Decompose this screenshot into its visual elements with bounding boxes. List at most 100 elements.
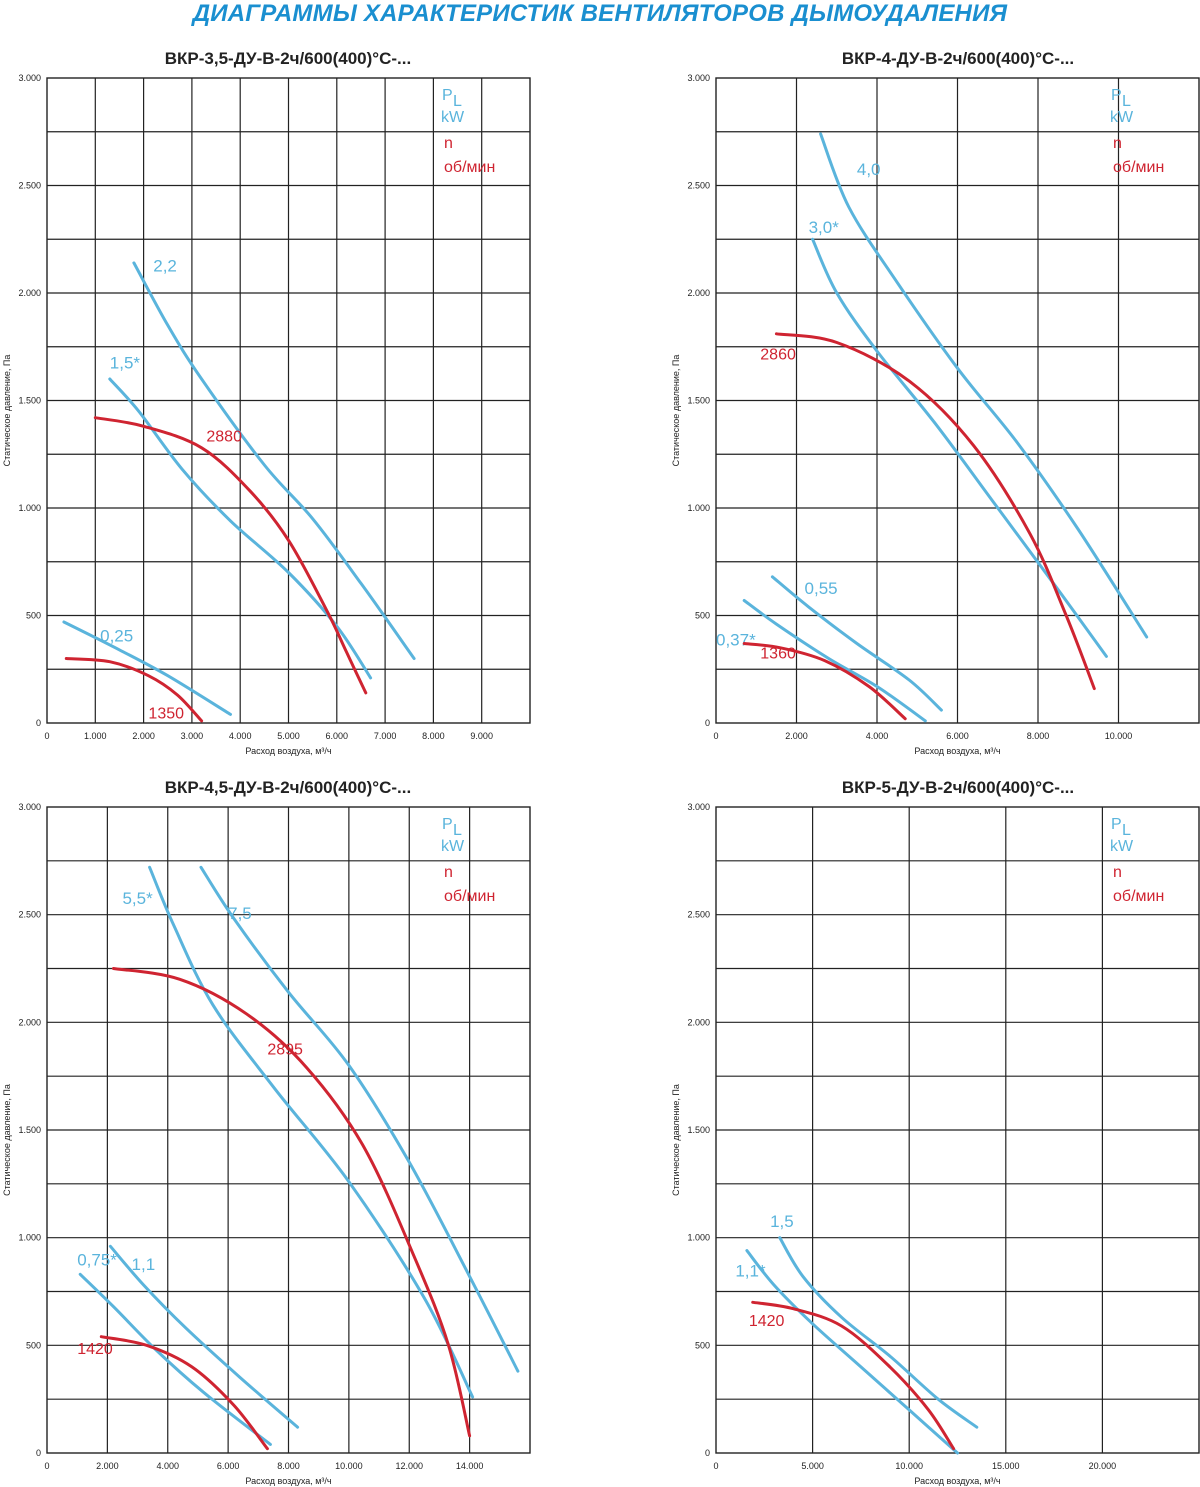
x-axis-label: Расход воздуха, м³/ч	[245, 1476, 332, 1486]
x-axis-label: Расход воздуха, м³/ч	[914, 746, 1001, 756]
x-tick-label: 10.000	[1105, 731, 1133, 741]
power-label-1,5*: 1,5*	[110, 353, 141, 372]
y-tick-label: 1.000	[18, 503, 41, 513]
legend-speed-unit: об/мин	[1113, 888, 1164, 905]
y-tick-label: 2.000	[18, 288, 41, 298]
legend: P LkW n об/мин	[1110, 87, 1164, 176]
chart-title: ВКР-5-ДУ-В-2ч/600(400)°С-...	[842, 778, 1074, 797]
y-tick-label: 3.000	[18, 73, 41, 83]
power-label-3,0*: 3,0*	[809, 218, 840, 237]
legend-power-symbol: P	[1111, 816, 1122, 833]
grid	[47, 78, 530, 723]
y-tick-label: 1.500	[18, 396, 41, 406]
power-curve-1,5*	[108, 377, 373, 680]
y-tick-label: 1.500	[18, 1125, 41, 1135]
chart-3: ВКР-4,5-ДУ-В-2ч/600(400)°С-... 0 2.000 4.00…	[2, 778, 531, 1486]
x-tick-label: 2.000	[96, 1461, 119, 1471]
y-tick-label: 0	[705, 718, 710, 728]
speed-curve-1420	[751, 1300, 956, 1451]
grid	[716, 807, 1199, 1453]
power-curve-0,55	[770, 575, 943, 712]
legend-speed-unit: об/мин	[444, 159, 495, 176]
y-tick-label: 1.500	[687, 396, 710, 406]
x-axis-label: Расход воздуха, м³/ч	[245, 746, 332, 756]
legend-power-subscript: L	[1122, 822, 1131, 839]
y-tick-label: 1.500	[687, 1125, 710, 1135]
y-tick-label: 2.000	[18, 1017, 41, 1027]
page-title: ДИАГРАММЫ ХАРАКТЕРИСТИК ВЕНТИЛЯТОРОВ ДЫМ…	[192, 0, 1008, 27]
x-tick-label: 2.000	[132, 731, 155, 741]
x-tick-label: 9.000	[470, 731, 493, 741]
x-tick-label: 8.000	[277, 1461, 300, 1471]
legend: P LkW n об/мин	[441, 87, 495, 176]
y-tick-label: 0	[36, 1448, 41, 1458]
x-tick-label: 12.000	[395, 1461, 423, 1471]
legend-speed-unit: об/мин	[1113, 159, 1164, 176]
power-label-0,55: 0,55	[805, 579, 838, 598]
x-tick-label: 10.000	[335, 1461, 363, 1471]
x-tick-label: 6.000	[217, 1461, 240, 1471]
legend: P LkW n об/мин	[1110, 816, 1164, 905]
speed-curve-1350	[64, 657, 204, 723]
speed-curve-2895	[111, 967, 472, 1438]
power-label-2,2: 2,2	[153, 257, 177, 276]
x-tick-label: 0	[713, 731, 718, 741]
x-tick-label: 8.000	[422, 731, 445, 741]
legend-speed-unit: об/мин	[444, 888, 495, 905]
plot-frame	[46, 806, 531, 1454]
x-tick-label: 15.000	[992, 1461, 1020, 1471]
y-tick-label: 500	[695, 611, 710, 621]
power-curve-3,0*	[811, 237, 1108, 658]
power-curve-7,5	[199, 865, 520, 1373]
y-tick-label: 0	[36, 718, 41, 728]
legend-speed-symbol: n	[1113, 135, 1122, 152]
legend-power-symbol: P	[442, 87, 453, 104]
speed-curve-1360	[742, 642, 907, 721]
x-tick-label: 3.000	[181, 731, 204, 741]
y-tick-label: 2.500	[18, 181, 41, 191]
grid	[47, 807, 530, 1453]
chart-2: ВКР-4-ДУ-В-2ч/600(400)°С-... 0 2.000 4.000 6…	[671, 49, 1200, 756]
power-curve-1,1*	[745, 1249, 959, 1455]
y-tick-label: 3.000	[687, 73, 710, 83]
legend: P LkW n об/мин	[441, 816, 495, 905]
y-tick-label: 0	[705, 1448, 710, 1458]
power-label-1,1: 1,1	[132, 1255, 156, 1274]
speed-curve-2880	[93, 416, 368, 695]
power-label-1,5: 1,5	[770, 1212, 794, 1231]
power-curve-0,37*	[742, 599, 927, 723]
power-label-0,75*: 0,75*	[77, 1251, 117, 1270]
x-tick-label: 1.000	[84, 731, 107, 741]
speed-label-2880: 2880	[206, 428, 242, 445]
power-curve-0,25	[62, 620, 232, 716]
power-curve-4,0	[819, 132, 1149, 639]
chart-1: ВКР-3,5-ДУ-В-2ч/600(400)°С-... 0 1.000 2.00…	[2, 49, 531, 756]
speed-label-1420: 1420	[749, 1313, 785, 1330]
power-label-0,37*: 0,37*	[716, 631, 756, 650]
speed-label-2895: 2895	[267, 1042, 303, 1059]
y-axis-label: Статическое давление, Па	[671, 355, 681, 467]
power-curve-0,75*	[78, 1272, 272, 1446]
legend-power-unit: kW	[1110, 838, 1134, 855]
y-tick-label: 2.500	[18, 910, 41, 920]
power-label-0,25: 0,25	[100, 626, 133, 645]
y-tick-label: 500	[695, 1340, 710, 1350]
x-tick-label: 0	[44, 731, 49, 741]
y-tick-label: 3.000	[18, 802, 41, 812]
y-tick-label: 500	[26, 1340, 41, 1350]
power-label-4,0: 4,0	[857, 160, 881, 179]
x-tick-label: 2.000	[785, 731, 808, 741]
legend-power-unit: kW	[441, 838, 465, 855]
plot-frame	[715, 77, 1200, 724]
x-tick-label: 8.000	[1027, 731, 1050, 741]
x-tick-label: 4.000	[156, 1461, 179, 1471]
power-label-5,5*: 5,5*	[122, 889, 153, 908]
speed-label-1420: 1420	[77, 1341, 113, 1358]
chart-title: ВКР-4,5-ДУ-В-2ч/600(400)°С-...	[165, 778, 411, 797]
y-tick-label: 3.000	[687, 802, 710, 812]
x-axis-label: Расход воздуха, м³/ч	[914, 1476, 1001, 1486]
y-axis-label: Статическое давление, Па	[2, 1084, 12, 1196]
x-tick-label: 4.000	[229, 731, 252, 741]
y-tick-label: 1.000	[18, 1233, 41, 1243]
legend-speed-symbol: n	[444, 135, 453, 152]
